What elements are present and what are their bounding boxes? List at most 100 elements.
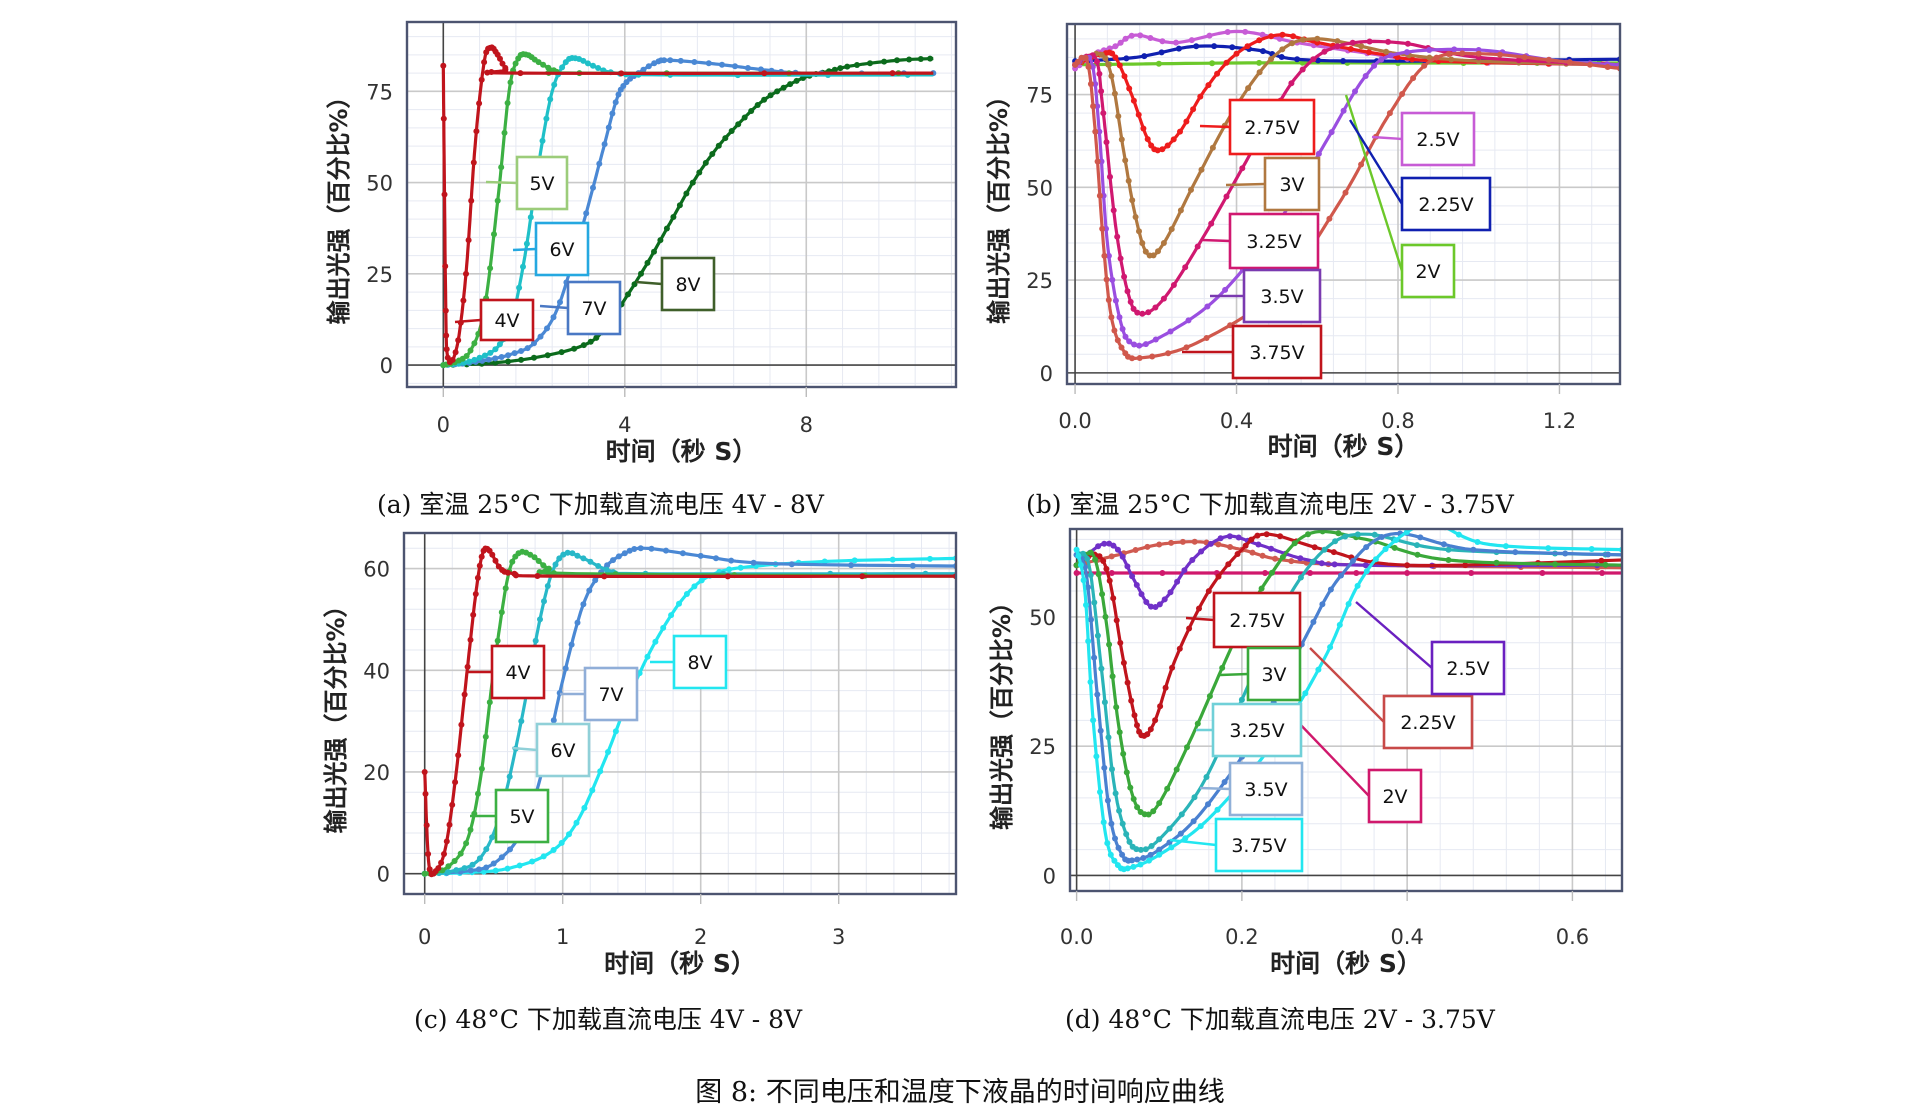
data-point	[1310, 56, 1317, 63]
data-point	[1114, 233, 1121, 240]
data-point	[470, 159, 477, 166]
data-point	[1599, 570, 1606, 576]
caption-c: (c) 48°C 下加载直流电压 4V - 8V	[414, 1005, 803, 1034]
legend-leader-line	[512, 247, 537, 252]
data-point	[881, 58, 888, 65]
legend-box	[534, 221, 590, 277]
data-point	[557, 299, 563, 306]
data-point	[1451, 46, 1458, 53]
data-point	[1254, 532, 1261, 539]
chart-c: 0 20 40 60 0 1 2 3 时间（秒 S） 输出光强（百分比%） 8V 7V 6V 5V 4V	[322, 531, 958, 978]
legend-leader-line	[1344, 94, 1404, 272]
data-point	[1262, 570, 1269, 576]
data-point	[426, 866, 433, 873]
data-point	[761, 96, 768, 103]
data-point	[1426, 47, 1433, 53]
data-point	[471, 340, 478, 347]
data-point	[1107, 173, 1113, 180]
data-point	[1134, 804, 1141, 811]
legend-box	[1214, 817, 1304, 873]
data-point	[1188, 37, 1195, 44]
data-point	[1106, 641, 1113, 648]
data-point	[443, 346, 450, 353]
data-point	[453, 867, 460, 874]
data-point	[505, 352, 512, 359]
data-point	[441, 191, 448, 198]
data-point	[1161, 596, 1168, 603]
data-point	[637, 545, 644, 552]
data-point	[421, 769, 428, 775]
data-point	[595, 563, 602, 569]
data-point	[1327, 644, 1334, 651]
data-point	[1354, 582, 1361, 589]
data-point	[696, 169, 703, 176]
data-point	[1170, 136, 1177, 143]
data-point	[507, 79, 514, 86]
legend-text: 3.25V	[1229, 720, 1284, 742]
legend-label-2p25V: 2.25V	[1309, 647, 1474, 750]
data-point	[1512, 549, 1519, 556]
legend-leader-line	[1201, 238, 1231, 243]
data-point	[1190, 818, 1197, 825]
data-point	[1103, 139, 1110, 146]
data-point	[1085, 638, 1092, 645]
data-point	[471, 356, 478, 363]
data-point	[1159, 570, 1166, 576]
plot-frame	[1065, 22, 1622, 386]
major-grid	[1067, 24, 1620, 384]
data-point	[1144, 543, 1151, 550]
data-point	[516, 862, 523, 869]
data-point	[1169, 664, 1176, 671]
data-point	[504, 569, 511, 576]
data-point	[1387, 52, 1394, 59]
data-point	[1097, 789, 1103, 795]
data-point	[438, 859, 445, 866]
data-point	[512, 60, 519, 67]
data-point	[1497, 51, 1503, 58]
data-point	[494, 637, 501, 644]
data-point	[1110, 595, 1117, 602]
data-point	[1132, 547, 1139, 553]
data-point	[1256, 37, 1263, 44]
data-point	[1080, 577, 1087, 584]
data-point	[435, 865, 442, 872]
data-point	[1225, 561, 1232, 568]
data-point	[422, 790, 429, 797]
data-point	[1170, 282, 1177, 288]
data-point	[1130, 796, 1137, 802]
x-tick-label: 0.2	[1225, 925, 1258, 949]
data-point	[597, 768, 604, 775]
data-point	[1462, 562, 1469, 569]
data-point	[1391, 544, 1398, 551]
data-point	[571, 345, 578, 352]
legend-label-3p5V: 3.5V	[1210, 268, 1322, 324]
data-point	[1338, 572, 1344, 579]
data-point	[1345, 601, 1352, 607]
data-point	[1289, 40, 1296, 47]
data-point	[1107, 851, 1114, 858]
data-point	[1239, 165, 1246, 172]
data-point	[518, 718, 525, 725]
data-point	[1459, 50, 1466, 57]
data-point	[1119, 553, 1126, 560]
data-point	[1137, 32, 1144, 39]
legend-label-4V: 4V	[454, 298, 535, 342]
data-point	[518, 348, 525, 354]
data-point	[531, 554, 538, 561]
data-point	[618, 70, 625, 77]
data-point	[489, 834, 496, 841]
data-point	[1152, 717, 1159, 724]
legend-label-5V: 5V	[485, 155, 569, 211]
data-point	[1150, 252, 1157, 259]
data-point	[1113, 617, 1120, 624]
data-point	[1330, 549, 1337, 556]
data-point	[1136, 228, 1142, 235]
major-grid	[404, 533, 956, 894]
data-point	[1363, 568, 1370, 575]
data-point	[531, 354, 537, 361]
x-tick-label: 8	[800, 413, 813, 437]
data-point	[1404, 562, 1411, 569]
data-point	[1319, 601, 1326, 608]
data-point	[1126, 338, 1133, 345]
data-point	[1328, 129, 1335, 136]
